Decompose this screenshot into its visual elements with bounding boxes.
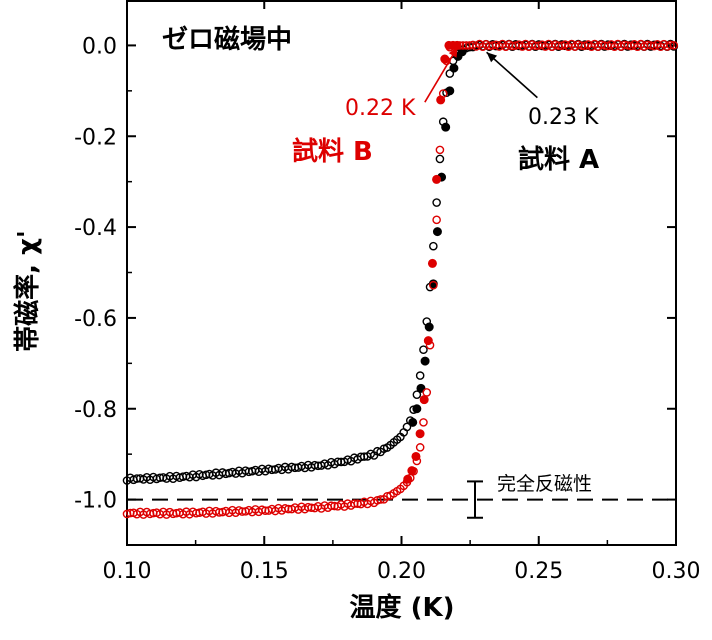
data-point-b <box>432 215 441 225</box>
y-tick-label: -0.4 <box>74 216 117 241</box>
data-point-filled-a <box>416 383 426 393</box>
data-point-filled-b <box>423 336 433 346</box>
sample-b-temp-label: 0.22 K <box>345 96 416 121</box>
y-axis-title: 帯磁率, χ' <box>12 230 43 352</box>
plot-frame <box>126 0 677 546</box>
sample-a-temp-label: 0.23 K <box>528 105 599 130</box>
y-tick-label: -0.6 <box>74 307 117 332</box>
sample-b-arrow <box>424 46 459 103</box>
x-tick-label: 0.10 <box>103 559 152 584</box>
data-point-filled-a <box>420 356 430 366</box>
x-tick-label: 0.20 <box>377 559 426 584</box>
data-point-filled-b <box>427 258 437 268</box>
data-point-a <box>412 390 422 399</box>
data-point-filled-b <box>419 395 429 405</box>
sample-b-arrow-head <box>448 46 458 58</box>
x-tick-label: 0.30 <box>652 559 701 584</box>
sample-a-name-label: 試料 A <box>518 144 599 175</box>
data-point-a <box>415 371 425 380</box>
sample-a-arrow <box>486 51 538 99</box>
y-tick-label: -1.0 <box>74 489 117 514</box>
reference-layer <box>127 480 676 519</box>
data-point-filled-a <box>449 63 459 73</box>
series-b <box>122 39 679 519</box>
series-layer <box>122 39 679 519</box>
sample-b-name-label: 試料 B <box>292 136 373 167</box>
x-tick-label: 0.15 <box>240 559 289 584</box>
ticks-layer: 0.10 0.15 0.20 0.25 0.30 0.0 -0.2 -0.4 -0.6 -0.8 -… <box>74 0 700 584</box>
y-tick-label: -0.2 <box>74 125 117 150</box>
data-point-filled-b <box>411 451 421 461</box>
data-point-filled-a <box>441 122 451 132</box>
x-tick-label: 0.25 <box>514 559 563 584</box>
data-point-filled-b <box>403 474 413 484</box>
data-point-filled-b <box>415 429 425 439</box>
data-point-filled-a <box>432 227 442 237</box>
x-axis-title: 温度 (K) <box>350 592 455 623</box>
sample-a-arrow-head <box>486 52 498 63</box>
data-point-b <box>666 40 675 50</box>
data-point-b <box>422 388 432 397</box>
data-point-b <box>669 40 679 50</box>
data-point-a <box>432 198 441 207</box>
data-point-b <box>376 495 385 504</box>
data-point-a <box>419 345 428 355</box>
data-point-filled-a <box>408 417 418 427</box>
y-tick-label: -0.8 <box>74 398 117 423</box>
perfect-diamagnetism-label: 完全反磁性 <box>497 473 592 495</box>
data-point-b <box>415 443 425 452</box>
annotation-layer: ゼロ磁場中 完全反磁性 0.22 K 試料 B 0.23 K 試料 A <box>162 24 599 495</box>
data-point-filled-b <box>440 54 450 64</box>
data-point-a <box>435 154 445 164</box>
data-point-a <box>429 241 438 251</box>
data-point-filled-a <box>424 322 434 332</box>
data-point-filled-b <box>436 95 446 105</box>
data-point-b <box>435 145 445 155</box>
zero-field-label: ゼロ磁場中 <box>162 24 292 55</box>
data-point-b <box>419 418 428 427</box>
data-point-b <box>429 280 438 290</box>
y-tick-label: 0.0 <box>82 34 117 59</box>
data-point-filled-a <box>412 404 422 414</box>
plot-frame-layer <box>126 0 677 546</box>
data-point-filled-b <box>432 174 442 184</box>
data-point-filled-b <box>407 466 417 476</box>
